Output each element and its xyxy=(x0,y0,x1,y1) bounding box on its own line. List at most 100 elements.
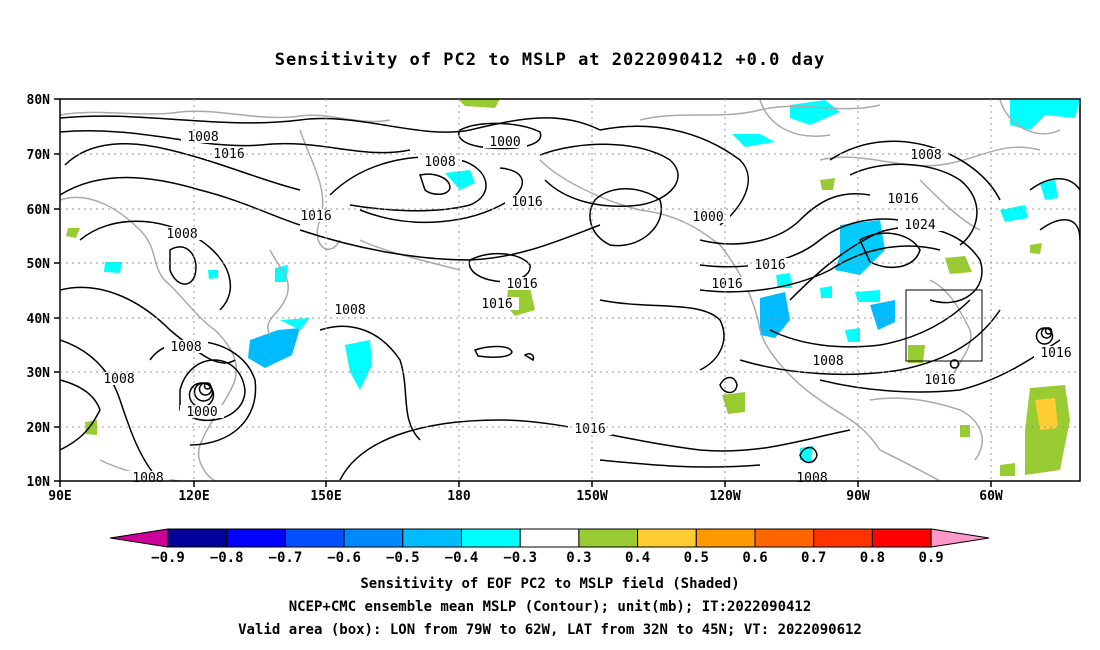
lon-tick-label: 60W xyxy=(979,489,1003,504)
lon-tick-label: 90E xyxy=(48,489,71,504)
lat-tick-label: 40N xyxy=(27,312,51,327)
contour-label-bg xyxy=(568,422,612,435)
colorbar: −0.9 −0.8 −0.7 −0.6 −0.5 −0.4 −0.3 0.3 0.4 0.5 0.6… xyxy=(109,528,990,566)
longitude-axis: 90E 120E 150E 180 150W 120W 90W 60W xyxy=(48,481,1003,504)
contour-label-bg xyxy=(475,297,519,310)
contour-label: 1024 xyxy=(904,218,935,233)
contour-label: 1000 xyxy=(489,135,520,150)
colorbar-label: 0.8 xyxy=(860,550,885,566)
contour-label-bg xyxy=(483,135,527,148)
colorbar-label: −0.9 xyxy=(151,550,185,566)
contour-label-bg xyxy=(164,340,208,353)
contour-label-bg xyxy=(97,372,141,385)
contour-label-bg xyxy=(500,277,544,290)
contour-label: 1008 xyxy=(796,471,827,486)
contour-label: 1016 xyxy=(1040,346,1071,361)
lat-tick-label: 60N xyxy=(27,203,51,218)
contour-label-bg xyxy=(898,218,942,231)
contour-label: 1016 xyxy=(754,258,785,273)
colorbar-label: −0.7 xyxy=(269,550,303,566)
colorbar-high-triangle xyxy=(930,528,990,548)
contour-label: 1016 xyxy=(300,209,331,224)
contour-label: 1008 xyxy=(424,155,455,170)
colorbar-label: −0.5 xyxy=(386,550,420,566)
contour-label: 1008 xyxy=(910,148,941,163)
map-title: Sensitivity of PC2 to MSLP at 2022090412… xyxy=(274,50,826,70)
colorbar-segment xyxy=(754,528,815,548)
contour-labels: 1008 1016 1008 1000 1008 1016 1016 1008 1008 1016… xyxy=(97,130,1078,486)
colorbar-segment xyxy=(343,528,404,548)
colorbar-segment xyxy=(284,528,345,548)
lat-tick-label: 70N xyxy=(27,148,51,163)
colorbar-segment xyxy=(402,528,462,548)
contour-label: 1008 xyxy=(170,340,201,355)
lon-tick-label: 90W xyxy=(846,489,870,504)
contour-label: 1008 xyxy=(812,354,843,369)
contour-label: 1008 xyxy=(132,471,163,486)
gridlines xyxy=(60,99,1080,481)
lat-tick-label: 20N xyxy=(27,421,51,436)
valid-area-box xyxy=(905,289,983,362)
contour-label-bg xyxy=(294,209,338,222)
map-frame xyxy=(59,98,1081,482)
lon-tick-label: 150W xyxy=(576,489,607,504)
colorbar-label: 0.4 xyxy=(625,550,650,566)
contour-label: 1016 xyxy=(711,277,742,292)
contour-label-bg xyxy=(705,277,749,290)
lon-tick-label: 120E xyxy=(178,489,209,504)
colorbar-low-triangle xyxy=(109,528,169,548)
contour-label-bg xyxy=(328,303,372,316)
mslp-contours xyxy=(60,115,1080,481)
contour-label: 1008 xyxy=(103,372,134,387)
contour-label: 1000 xyxy=(186,405,217,420)
contour-label-bg xyxy=(160,227,204,240)
lat-tick-label: 80N xyxy=(27,93,51,108)
colorbar-segment xyxy=(578,528,639,548)
colorbar-label: 0.9 xyxy=(918,550,943,566)
contour-label-bg xyxy=(686,210,730,223)
colorbar-segment xyxy=(695,528,756,548)
colorbar-segment xyxy=(461,528,521,548)
colorbar-label: −0.6 xyxy=(327,550,361,566)
lon-tick-label: 150E xyxy=(310,489,341,504)
contour-label-bg xyxy=(748,258,792,271)
colorbar-label: −0.4 xyxy=(445,550,479,566)
caption-line-3: Valid area (box): LON from 79W to 62W, L… xyxy=(238,622,862,638)
contour-label: 1016 xyxy=(506,277,537,292)
colorbar-label: 0.7 xyxy=(801,550,826,566)
contour-label-bg xyxy=(806,354,850,367)
colorbar-segment xyxy=(637,528,697,548)
lat-tick-label: 50N xyxy=(27,257,51,272)
contour-label: 1016 xyxy=(924,373,955,388)
colorbar-segment xyxy=(519,528,580,548)
colorbar-segment xyxy=(226,528,286,548)
contour-label: 1016 xyxy=(481,297,512,312)
colorbar-label: −0.8 xyxy=(210,550,244,566)
lat-tick-label: 30N xyxy=(27,366,51,381)
contour-label-bg xyxy=(181,130,225,143)
sensitivity-shading xyxy=(66,99,1080,476)
lon-tick-label: 120W xyxy=(709,489,740,504)
colorbar-label: 0.5 xyxy=(684,550,709,566)
caption-line-2: NCEP+CMC ensemble mean MSLP (Contour); u… xyxy=(288,599,812,615)
contour-label: 1016 xyxy=(887,192,918,207)
colorbar-segment xyxy=(813,528,873,548)
colorbar-label: 0.6 xyxy=(742,550,767,566)
contour-label-bg xyxy=(418,155,462,168)
contour-label: 1016 xyxy=(574,422,605,437)
contour-label-bg xyxy=(505,195,549,208)
contour-label-bg xyxy=(180,405,224,418)
colorbar-label: 0.3 xyxy=(566,550,591,566)
contour-label-bg xyxy=(1034,346,1078,359)
contour-label: 1008 xyxy=(166,227,197,242)
contour-label-bg xyxy=(918,373,962,386)
colorbar-segment xyxy=(871,528,932,548)
contour-label-bg xyxy=(881,192,925,205)
contour-label: 1008 xyxy=(334,303,365,318)
colorbar-segment xyxy=(167,528,228,548)
lat-tick-label: 10N xyxy=(27,475,51,490)
caption-line-1: Sensitivity of EOF PC2 to MSLP field (Sh… xyxy=(360,576,740,592)
colorbar-label: −0.3 xyxy=(503,550,537,566)
